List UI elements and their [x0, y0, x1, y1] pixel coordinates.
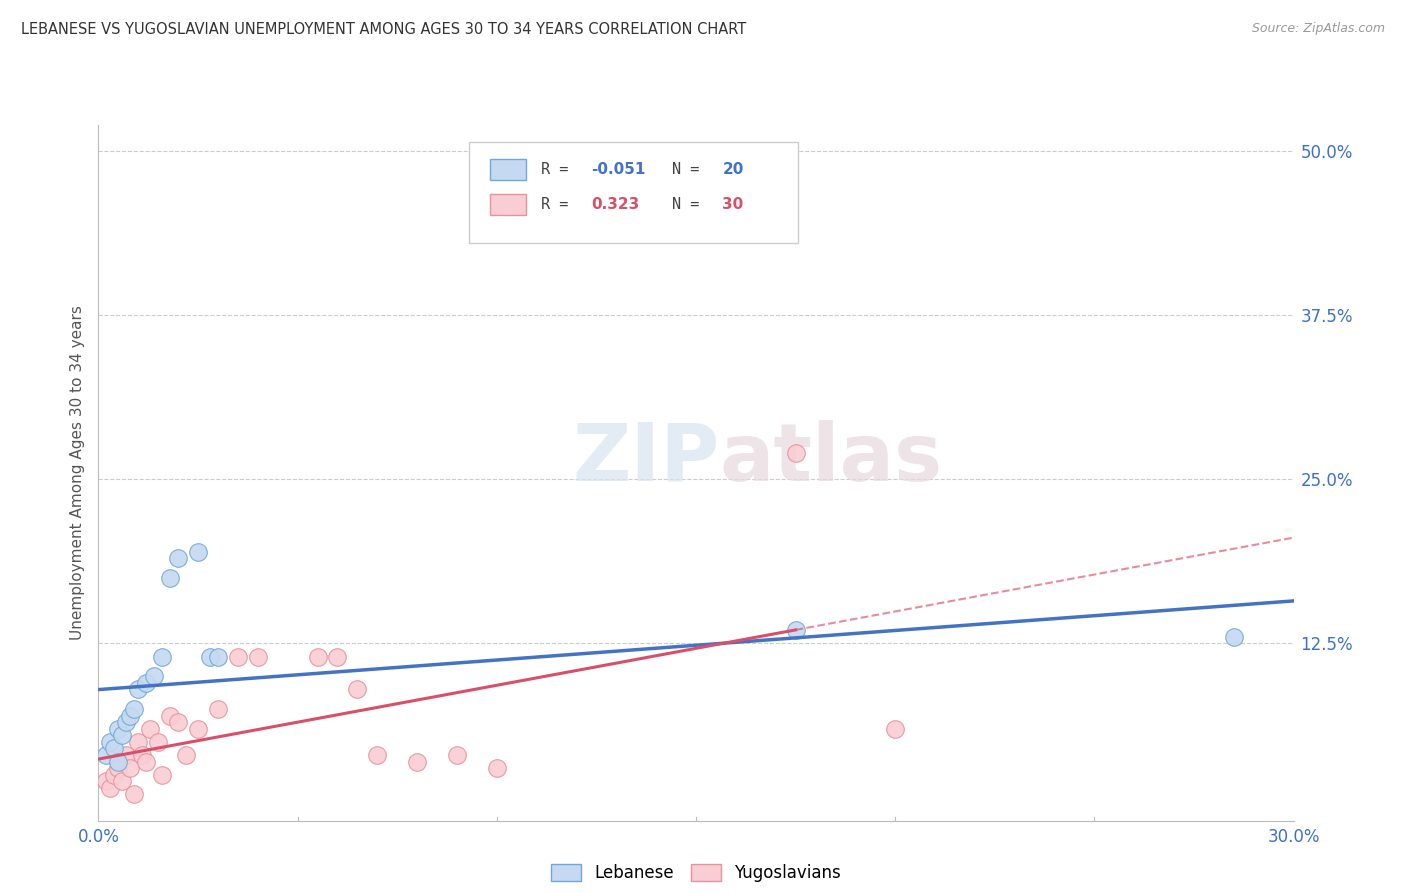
- FancyBboxPatch shape: [470, 142, 797, 244]
- Point: [139, 722, 162, 736]
- Point: [115, 715, 138, 730]
- Legend: Lebanese, Yugoslavians: Lebanese, Yugoslavians: [544, 857, 848, 888]
- Point: [107, 722, 129, 736]
- Point: [124, 702, 146, 716]
- Point: [326, 649, 349, 664]
- Text: atlas: atlas: [720, 420, 943, 498]
- Text: R =: R =: [540, 197, 586, 212]
- Text: 30: 30: [723, 197, 744, 212]
- Point: [120, 708, 142, 723]
- Point: [98, 735, 122, 749]
- Point: [485, 761, 508, 775]
- Point: [103, 767, 125, 781]
- Point: [884, 722, 907, 736]
- Point: [111, 728, 134, 742]
- Point: [307, 649, 329, 664]
- Point: [198, 649, 221, 664]
- Point: [120, 761, 142, 775]
- Point: [135, 675, 157, 690]
- Point: [1222, 630, 1246, 644]
- Point: [115, 747, 138, 762]
- Point: [159, 708, 181, 723]
- Point: [96, 774, 118, 789]
- Point: [143, 669, 166, 683]
- Point: [406, 755, 429, 769]
- Point: [98, 780, 122, 795]
- Point: [187, 544, 209, 558]
- Point: [107, 755, 129, 769]
- Point: [785, 446, 807, 460]
- Point: [131, 747, 153, 762]
- Point: [103, 741, 125, 756]
- Point: [159, 571, 181, 585]
- Point: [150, 649, 173, 664]
- Text: R =: R =: [540, 162, 576, 177]
- Point: [346, 682, 368, 697]
- Text: Source: ZipAtlas.com: Source: ZipAtlas.com: [1251, 22, 1385, 36]
- Point: [207, 649, 229, 664]
- Text: 20: 20: [723, 162, 744, 177]
- Text: -0.051: -0.051: [591, 162, 645, 177]
- Point: [207, 702, 229, 716]
- Point: [446, 747, 468, 762]
- Point: [111, 774, 134, 789]
- Point: [187, 722, 209, 736]
- Point: [135, 755, 157, 769]
- Text: N =: N =: [672, 197, 709, 212]
- Point: [167, 551, 190, 566]
- Text: LEBANESE VS YUGOSLAVIAN UNEMPLOYMENT AMONG AGES 30 TO 34 YEARS CORRELATION CHART: LEBANESE VS YUGOSLAVIAN UNEMPLOYMENT AMO…: [21, 22, 747, 37]
- Point: [150, 767, 173, 781]
- Text: 0.323: 0.323: [591, 197, 640, 212]
- Point: [174, 747, 197, 762]
- Text: ZIP: ZIP: [572, 420, 720, 498]
- Point: [246, 649, 269, 664]
- Point: [124, 788, 146, 802]
- Point: [366, 747, 388, 762]
- Point: [96, 747, 118, 762]
- Point: [127, 682, 149, 697]
- Point: [107, 761, 129, 775]
- Point: [148, 735, 170, 749]
- Point: [167, 715, 190, 730]
- FancyBboxPatch shape: [491, 194, 526, 215]
- Point: [127, 735, 149, 749]
- Text: N =: N =: [672, 162, 709, 177]
- Point: [785, 624, 807, 638]
- Point: [226, 649, 249, 664]
- FancyBboxPatch shape: [491, 159, 526, 180]
- Y-axis label: Unemployment Among Ages 30 to 34 years: Unemployment Among Ages 30 to 34 years: [69, 305, 84, 640]
